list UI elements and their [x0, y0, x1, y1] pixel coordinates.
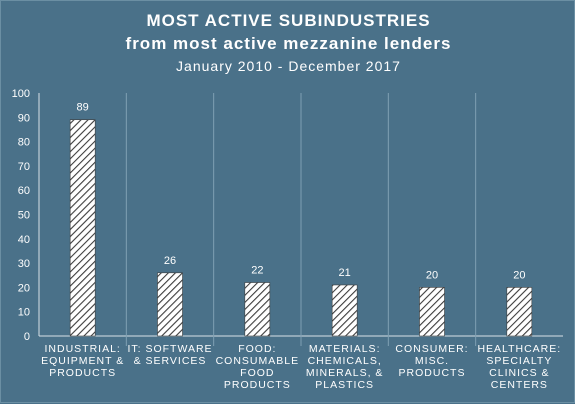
y-tick-label: 80 — [18, 137, 30, 149]
y-tick-label: 60 — [18, 185, 30, 197]
chart-title-block: MOST ACTIVE SUBINDUSTRIES from most acti… — [1, 9, 575, 77]
data-label: 22 — [251, 265, 263, 277]
data-label: 26 — [164, 255, 176, 267]
bar — [419, 287, 445, 337]
y-tick-label: 40 — [18, 234, 30, 246]
x-category-label: IT: SOFTWARE — [127, 343, 212, 355]
x-category-label: MATERIALS: — [309, 343, 381, 355]
x-category-label: HEALTHCARE: — [477, 343, 561, 355]
bar — [69, 119, 96, 337]
bar — [331, 284, 358, 337]
x-category-label: EQUIPMENT & — [41, 355, 124, 367]
x-category-label: CLINICS & — [489, 367, 549, 379]
bar — [157, 272, 183, 337]
x-category-label: FOOD: — [238, 343, 276, 355]
bar — [506, 287, 533, 337]
x-category-label: CHEMICALS, — [308, 355, 382, 367]
x-category-label: MINERALS, & — [306, 367, 384, 379]
data-label: 20 — [426, 269, 438, 281]
data-label: 21 — [339, 267, 351, 279]
y-tick-label: 20 — [18, 282, 30, 294]
x-category-label: PRODUCTS — [49, 367, 116, 379]
chart-subtitle: from most active mezzanine lenders — [125, 34, 452, 53]
chart-date-range: January 2010 - December 2017 — [176, 58, 401, 74]
x-category-label: SPECIALTY — [486, 355, 552, 367]
y-tick-label: 30 — [18, 258, 30, 270]
y-tick-label: 0 — [24, 331, 30, 343]
x-category-label: INDUSTRIAL: — [44, 343, 120, 355]
x-category-label: & SERVICES — [134, 355, 207, 367]
x-category-label: PLASTICS — [315, 379, 374, 391]
x-category-label: PRODUCTS — [399, 367, 466, 379]
y-tick-label: 90 — [18, 112, 30, 124]
y-tick-label: 70 — [18, 161, 30, 173]
y-tick-label: 10 — [18, 307, 30, 319]
y-tick-label: 50 — [18, 210, 30, 222]
x-category-label: CENTERS — [491, 379, 548, 391]
x-category-label: PRODUCTS — [224, 379, 291, 391]
x-category-label: CONSUMER: — [395, 343, 468, 355]
chart-title: MOST ACTIVE SUBINDUSTRIES — [146, 11, 431, 30]
y-tick-label: 100 — [12, 88, 30, 100]
x-category-label: CONSUMABLE — [216, 355, 300, 367]
data-label: 20 — [513, 269, 525, 281]
bar — [244, 282, 271, 337]
x-category-label: FOOD — [240, 367, 274, 379]
data-label: 89 — [77, 102, 89, 114]
x-category-label: MISC. — [415, 355, 449, 367]
